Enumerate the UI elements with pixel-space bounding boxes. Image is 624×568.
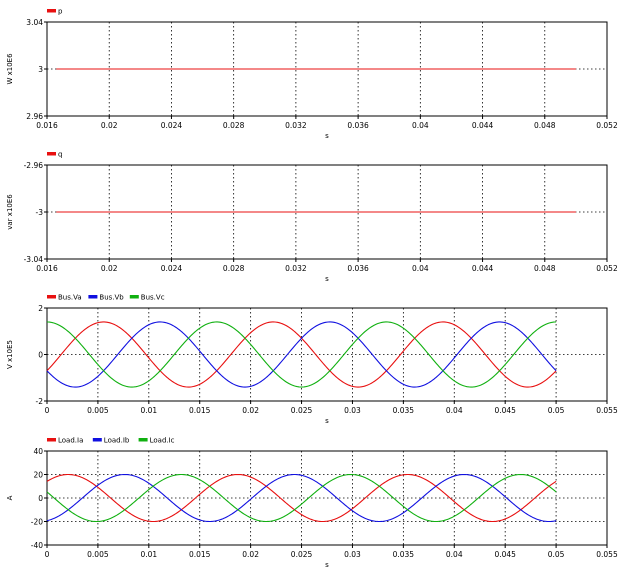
x-tick-label: 0.04 bbox=[412, 264, 429, 273]
legend-swatch bbox=[129, 295, 139, 299]
y-axis-label: W x10E6 bbox=[6, 53, 14, 85]
x-tick-label: 0.055 bbox=[596, 550, 618, 559]
y-tick-label: 20 bbox=[33, 471, 43, 480]
series-line bbox=[46, 321, 557, 388]
legend-swatch bbox=[47, 438, 56, 442]
y-axis-label: var x10E6 bbox=[6, 194, 14, 230]
x-tick-label: 0.016 bbox=[36, 264, 58, 273]
legend-label: Bus.Vc bbox=[141, 294, 165, 302]
y-tick-label: -40 bbox=[31, 541, 43, 550]
x-tick-label: 0.052 bbox=[596, 121, 618, 130]
legend-swatch bbox=[92, 438, 102, 442]
x-axis-label: s bbox=[325, 132, 329, 140]
x-tick-label: 0.02 bbox=[101, 121, 118, 130]
y-tick-label: -3 bbox=[36, 208, 44, 217]
x-tick-label: 0.028 bbox=[223, 121, 245, 130]
x-tick-label: 0.045 bbox=[494, 550, 516, 559]
legend-swatch bbox=[88, 295, 98, 299]
x-tick-label: 0.01 bbox=[140, 550, 157, 559]
y-tick-label: -2.96 bbox=[24, 161, 44, 170]
legend-label: Load.Ib bbox=[104, 437, 130, 445]
y-axis-label: V x10E5 bbox=[6, 340, 14, 369]
y-tick-label: -20 bbox=[31, 518, 43, 527]
x-tick-label: 0.035 bbox=[393, 406, 415, 415]
x-tick-label: 0.016 bbox=[36, 121, 58, 130]
x-tick-label: 0.028 bbox=[223, 264, 245, 273]
x-tick-label: 0.02 bbox=[242, 550, 259, 559]
x-tick-label: 0.01 bbox=[140, 406, 157, 415]
x-tick-label: 0.024 bbox=[161, 121, 183, 130]
x-tick-label: 0.03 bbox=[344, 550, 361, 559]
x-tick-label: 0.048 bbox=[534, 264, 556, 273]
legend-label: Load.Ic bbox=[150, 437, 175, 445]
legend-label: q bbox=[58, 151, 62, 159]
x-tick-label: 0.036 bbox=[347, 264, 369, 273]
chart-3: 0 0.005 0.01 0.015 0.02 0.025 0.03 0.035 0.04 0.0… bbox=[6, 294, 618, 426]
x-tick-label: 0 bbox=[45, 406, 50, 415]
y-tick-label: 3 bbox=[38, 65, 43, 74]
x-tick-label: 0.044 bbox=[472, 264, 494, 273]
x-tick-label: 0.02 bbox=[242, 406, 259, 415]
series-line bbox=[46, 473, 557, 523]
x-tick-label: 0 bbox=[45, 550, 50, 559]
x-tick-label: 0.045 bbox=[494, 406, 516, 415]
y-tick-label: -2 bbox=[36, 397, 44, 406]
x-axis-label: s bbox=[325, 275, 329, 283]
legend-swatch bbox=[47, 9, 56, 13]
x-tick-label: 0.025 bbox=[291, 406, 313, 415]
y-tick-label: -3.04 bbox=[24, 255, 44, 264]
y-tick-label: 0 bbox=[38, 494, 43, 503]
x-tick-label: 0.05 bbox=[548, 406, 565, 415]
x-tick-label: 0.015 bbox=[189, 406, 211, 415]
y-tick-label: 3.04 bbox=[26, 18, 43, 27]
y-axis-label: A bbox=[6, 495, 14, 500]
chart-4: 0 0.005 0.01 0.015 0.02 0.025 0.03 0.035 0.04 0.0… bbox=[6, 437, 618, 568]
x-tick-label: 0.04 bbox=[446, 550, 463, 559]
x-tick-label: 0.005 bbox=[87, 406, 109, 415]
series-line bbox=[46, 321, 557, 388]
x-tick-label: 0.04 bbox=[446, 406, 463, 415]
x-tick-label: 0.04 bbox=[412, 121, 429, 130]
legend-label: Bus.Vb bbox=[99, 294, 124, 302]
y-tick-label: 2 bbox=[38, 304, 43, 313]
x-tick-label: 0.032 bbox=[285, 121, 307, 130]
x-tick-label: 0.036 bbox=[347, 121, 369, 130]
x-tick-label: 0.015 bbox=[189, 550, 211, 559]
x-tick-label: 0.032 bbox=[285, 264, 307, 273]
x-axis-label: s bbox=[325, 561, 329, 568]
x-tick-label: 0.048 bbox=[534, 121, 556, 130]
y-tick-label: 2.96 bbox=[26, 112, 43, 121]
x-axis-label: s bbox=[325, 417, 329, 425]
x-tick-label: 0.052 bbox=[596, 264, 618, 273]
legend-swatch bbox=[138, 438, 148, 442]
x-tick-label: 0.044 bbox=[472, 121, 494, 130]
y-tick-label: 0 bbox=[38, 351, 43, 360]
chart-1: 0.016 0.02 0.024 0.028 0.032 0.036 0.04 0.044 0.… bbox=[6, 8, 618, 141]
chart-2: 0.016 0.02 0.024 0.028 0.032 0.036 0.04 0.044 0.… bbox=[6, 151, 618, 284]
series-line bbox=[46, 473, 557, 523]
x-tick-label: 0.03 bbox=[344, 406, 361, 415]
legend-swatch bbox=[47, 152, 56, 156]
x-tick-label: 0.02 bbox=[101, 264, 118, 273]
legend-label: Bus.Va bbox=[58, 294, 82, 302]
x-tick-label: 0.024 bbox=[161, 264, 183, 273]
x-tick-label: 0.05 bbox=[548, 550, 565, 559]
x-tick-label: 0.035 bbox=[393, 550, 415, 559]
legend-label: Load.Ia bbox=[58, 437, 83, 445]
x-tick-label: 0.005 bbox=[87, 550, 109, 559]
x-tick-label: 0.055 bbox=[596, 406, 618, 415]
legend-swatch bbox=[47, 295, 56, 299]
x-tick-label: 0.025 bbox=[291, 550, 313, 559]
y-tick-label: 40 bbox=[33, 447, 43, 456]
series-line bbox=[46, 473, 557, 523]
legend-label: p bbox=[58, 8, 63, 16]
